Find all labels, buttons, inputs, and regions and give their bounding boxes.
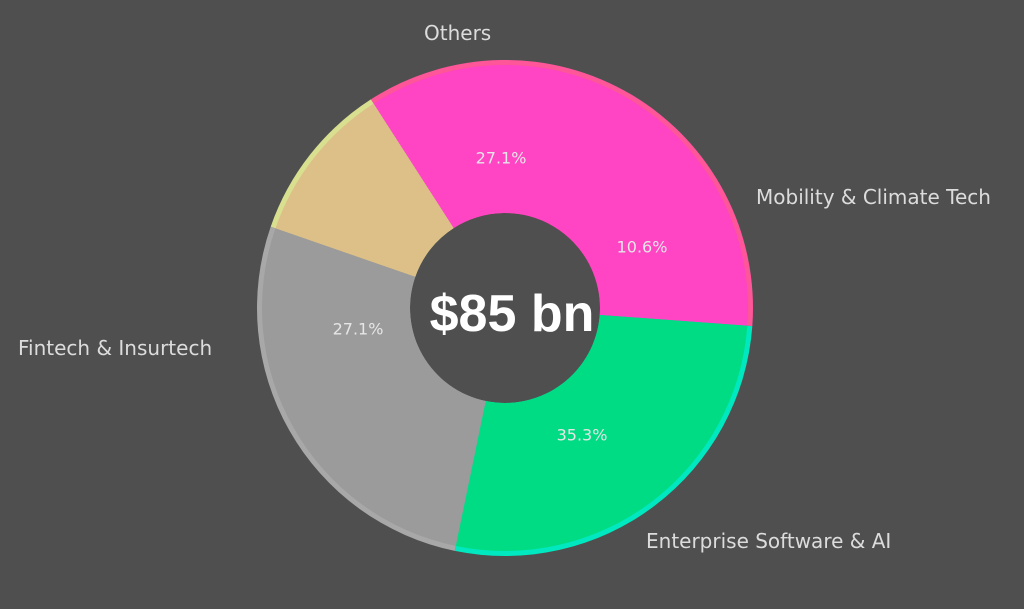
slice-enterprise-software-ai <box>373 65 748 326</box>
label-fintech: Fintech & Insurtech <box>18 336 213 360</box>
slice-mobility-climate-tech <box>275 103 454 277</box>
center-total-label: $85 bn <box>429 285 595 343</box>
label-mobility: Mobility & Climate Tech <box>756 185 991 209</box>
pct-fintech: 27.1% <box>332 319 384 339</box>
label-enterprise: Enterprise Software & AI <box>646 529 892 553</box>
slice-fintech-insurtech <box>455 314 748 551</box>
pct-enterprise: 35.3% <box>556 425 608 445</box>
pct-mobility: 10.6% <box>616 237 668 257</box>
label-others: Others <box>424 21 492 45</box>
pct-others: 27.1% <box>475 148 527 168</box>
slice-others <box>262 228 486 546</box>
